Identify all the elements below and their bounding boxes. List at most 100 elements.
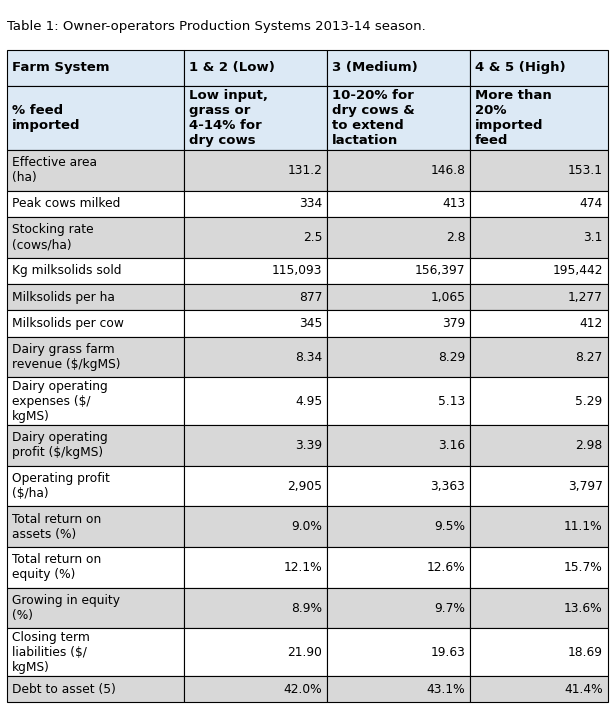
- Bar: [470, 587, 608, 628]
- Bar: [7, 587, 184, 628]
- Text: Milksolids per ha: Milksolids per ha: [12, 291, 115, 304]
- Text: 8.27: 8.27: [576, 351, 603, 364]
- Text: 3,363: 3,363: [430, 479, 465, 493]
- Text: 345: 345: [299, 317, 322, 330]
- Text: 12.6%: 12.6%: [427, 561, 465, 574]
- Bar: [327, 85, 470, 150]
- Text: 474: 474: [579, 197, 603, 210]
- Bar: [7, 378, 184, 425]
- Text: 15.7%: 15.7%: [564, 561, 603, 574]
- Text: 413: 413: [442, 197, 465, 210]
- Text: More than
20%
imported
feed: More than 20% imported feed: [475, 89, 552, 147]
- Bar: [184, 217, 327, 258]
- Bar: [327, 378, 470, 425]
- Bar: [7, 506, 184, 547]
- Bar: [7, 425, 184, 466]
- Bar: [7, 311, 184, 337]
- Text: Peak cows milked: Peak cows milked: [12, 197, 121, 210]
- Bar: [327, 191, 470, 217]
- Text: 4 & 5 (High): 4 & 5 (High): [475, 61, 566, 74]
- Bar: [184, 425, 327, 466]
- Bar: [470, 85, 608, 150]
- Bar: [470, 506, 608, 547]
- Text: 1,277: 1,277: [568, 291, 603, 304]
- Bar: [7, 676, 184, 702]
- Bar: [470, 378, 608, 425]
- Bar: [184, 284, 327, 311]
- Bar: [327, 50, 470, 85]
- Bar: [470, 676, 608, 702]
- Text: 379: 379: [442, 317, 465, 330]
- Bar: [327, 676, 470, 702]
- Text: 9.0%: 9.0%: [292, 520, 322, 533]
- Bar: [7, 217, 184, 258]
- Text: Dairy grass farm
revenue ($/kgMS): Dairy grass farm revenue ($/kgMS): [12, 343, 121, 371]
- Text: 19.63: 19.63: [430, 646, 465, 659]
- Text: 5.13: 5.13: [438, 395, 465, 408]
- Text: Dairy operating
profit ($/kgMS): Dairy operating profit ($/kgMS): [12, 431, 108, 460]
- Bar: [7, 150, 184, 191]
- Bar: [7, 85, 184, 150]
- Text: 1 & 2 (Low): 1 & 2 (Low): [189, 61, 276, 74]
- Bar: [184, 676, 327, 702]
- Text: 42.0%: 42.0%: [284, 683, 322, 696]
- Bar: [7, 337, 184, 378]
- Text: 8.34: 8.34: [295, 351, 322, 364]
- Bar: [184, 587, 327, 628]
- Text: Table 1: Owner-operators Production Systems 2013-14 season.: Table 1: Owner-operators Production Syst…: [7, 20, 426, 32]
- Text: 131.2: 131.2: [288, 164, 322, 176]
- Text: 2.8: 2.8: [446, 231, 465, 244]
- Bar: [327, 337, 470, 378]
- Bar: [184, 337, 327, 378]
- Text: Effective area
(ha): Effective area (ha): [12, 156, 97, 184]
- Bar: [184, 378, 327, 425]
- Text: 2,905: 2,905: [287, 479, 322, 493]
- Bar: [470, 337, 608, 378]
- Text: 146.8: 146.8: [430, 164, 465, 176]
- Bar: [7, 258, 184, 284]
- Text: 3.1: 3.1: [583, 231, 603, 244]
- Bar: [327, 587, 470, 628]
- Bar: [7, 191, 184, 217]
- Bar: [184, 466, 327, 506]
- Bar: [184, 50, 327, 85]
- Text: 115,093: 115,093: [272, 264, 322, 277]
- Bar: [327, 628, 470, 676]
- Text: 3,797: 3,797: [568, 479, 603, 493]
- Text: 334: 334: [299, 197, 322, 210]
- Bar: [470, 50, 608, 85]
- Bar: [184, 150, 327, 191]
- Text: 2.98: 2.98: [576, 439, 603, 452]
- Bar: [184, 85, 327, 150]
- Bar: [184, 191, 327, 217]
- Text: 21.90: 21.90: [288, 646, 322, 659]
- Text: % feed
imported: % feed imported: [12, 104, 81, 132]
- Bar: [470, 628, 608, 676]
- Bar: [470, 150, 608, 191]
- Text: Milksolids per cow: Milksolids per cow: [12, 317, 124, 330]
- Bar: [470, 217, 608, 258]
- Text: 3.39: 3.39: [295, 439, 322, 452]
- Bar: [184, 547, 327, 587]
- Text: 11.1%: 11.1%: [564, 520, 603, 533]
- Text: 195,442: 195,442: [552, 264, 603, 277]
- Bar: [7, 628, 184, 676]
- Text: Farm System: Farm System: [12, 61, 110, 74]
- Text: 9.5%: 9.5%: [434, 520, 465, 533]
- Bar: [327, 425, 470, 466]
- Bar: [184, 506, 327, 547]
- Text: Stocking rate
(cows/ha): Stocking rate (cows/ha): [12, 223, 94, 251]
- Bar: [470, 284, 608, 311]
- Bar: [7, 284, 184, 311]
- Text: 10-20% for
dry cows &
to extend
lactation: 10-20% for dry cows & to extend lactatio…: [332, 89, 415, 147]
- Bar: [7, 466, 184, 506]
- Text: 41.4%: 41.4%: [564, 683, 603, 696]
- Bar: [470, 191, 608, 217]
- Text: Growing in equity
(%): Growing in equity (%): [12, 594, 121, 622]
- Bar: [327, 311, 470, 337]
- Bar: [470, 466, 608, 506]
- Bar: [327, 466, 470, 506]
- Text: 8.29: 8.29: [438, 351, 465, 364]
- Text: Operating profit
($/ha): Operating profit ($/ha): [12, 472, 110, 500]
- Text: Low input,
grass or
4-14% for
dry cows: Low input, grass or 4-14% for dry cows: [189, 89, 268, 147]
